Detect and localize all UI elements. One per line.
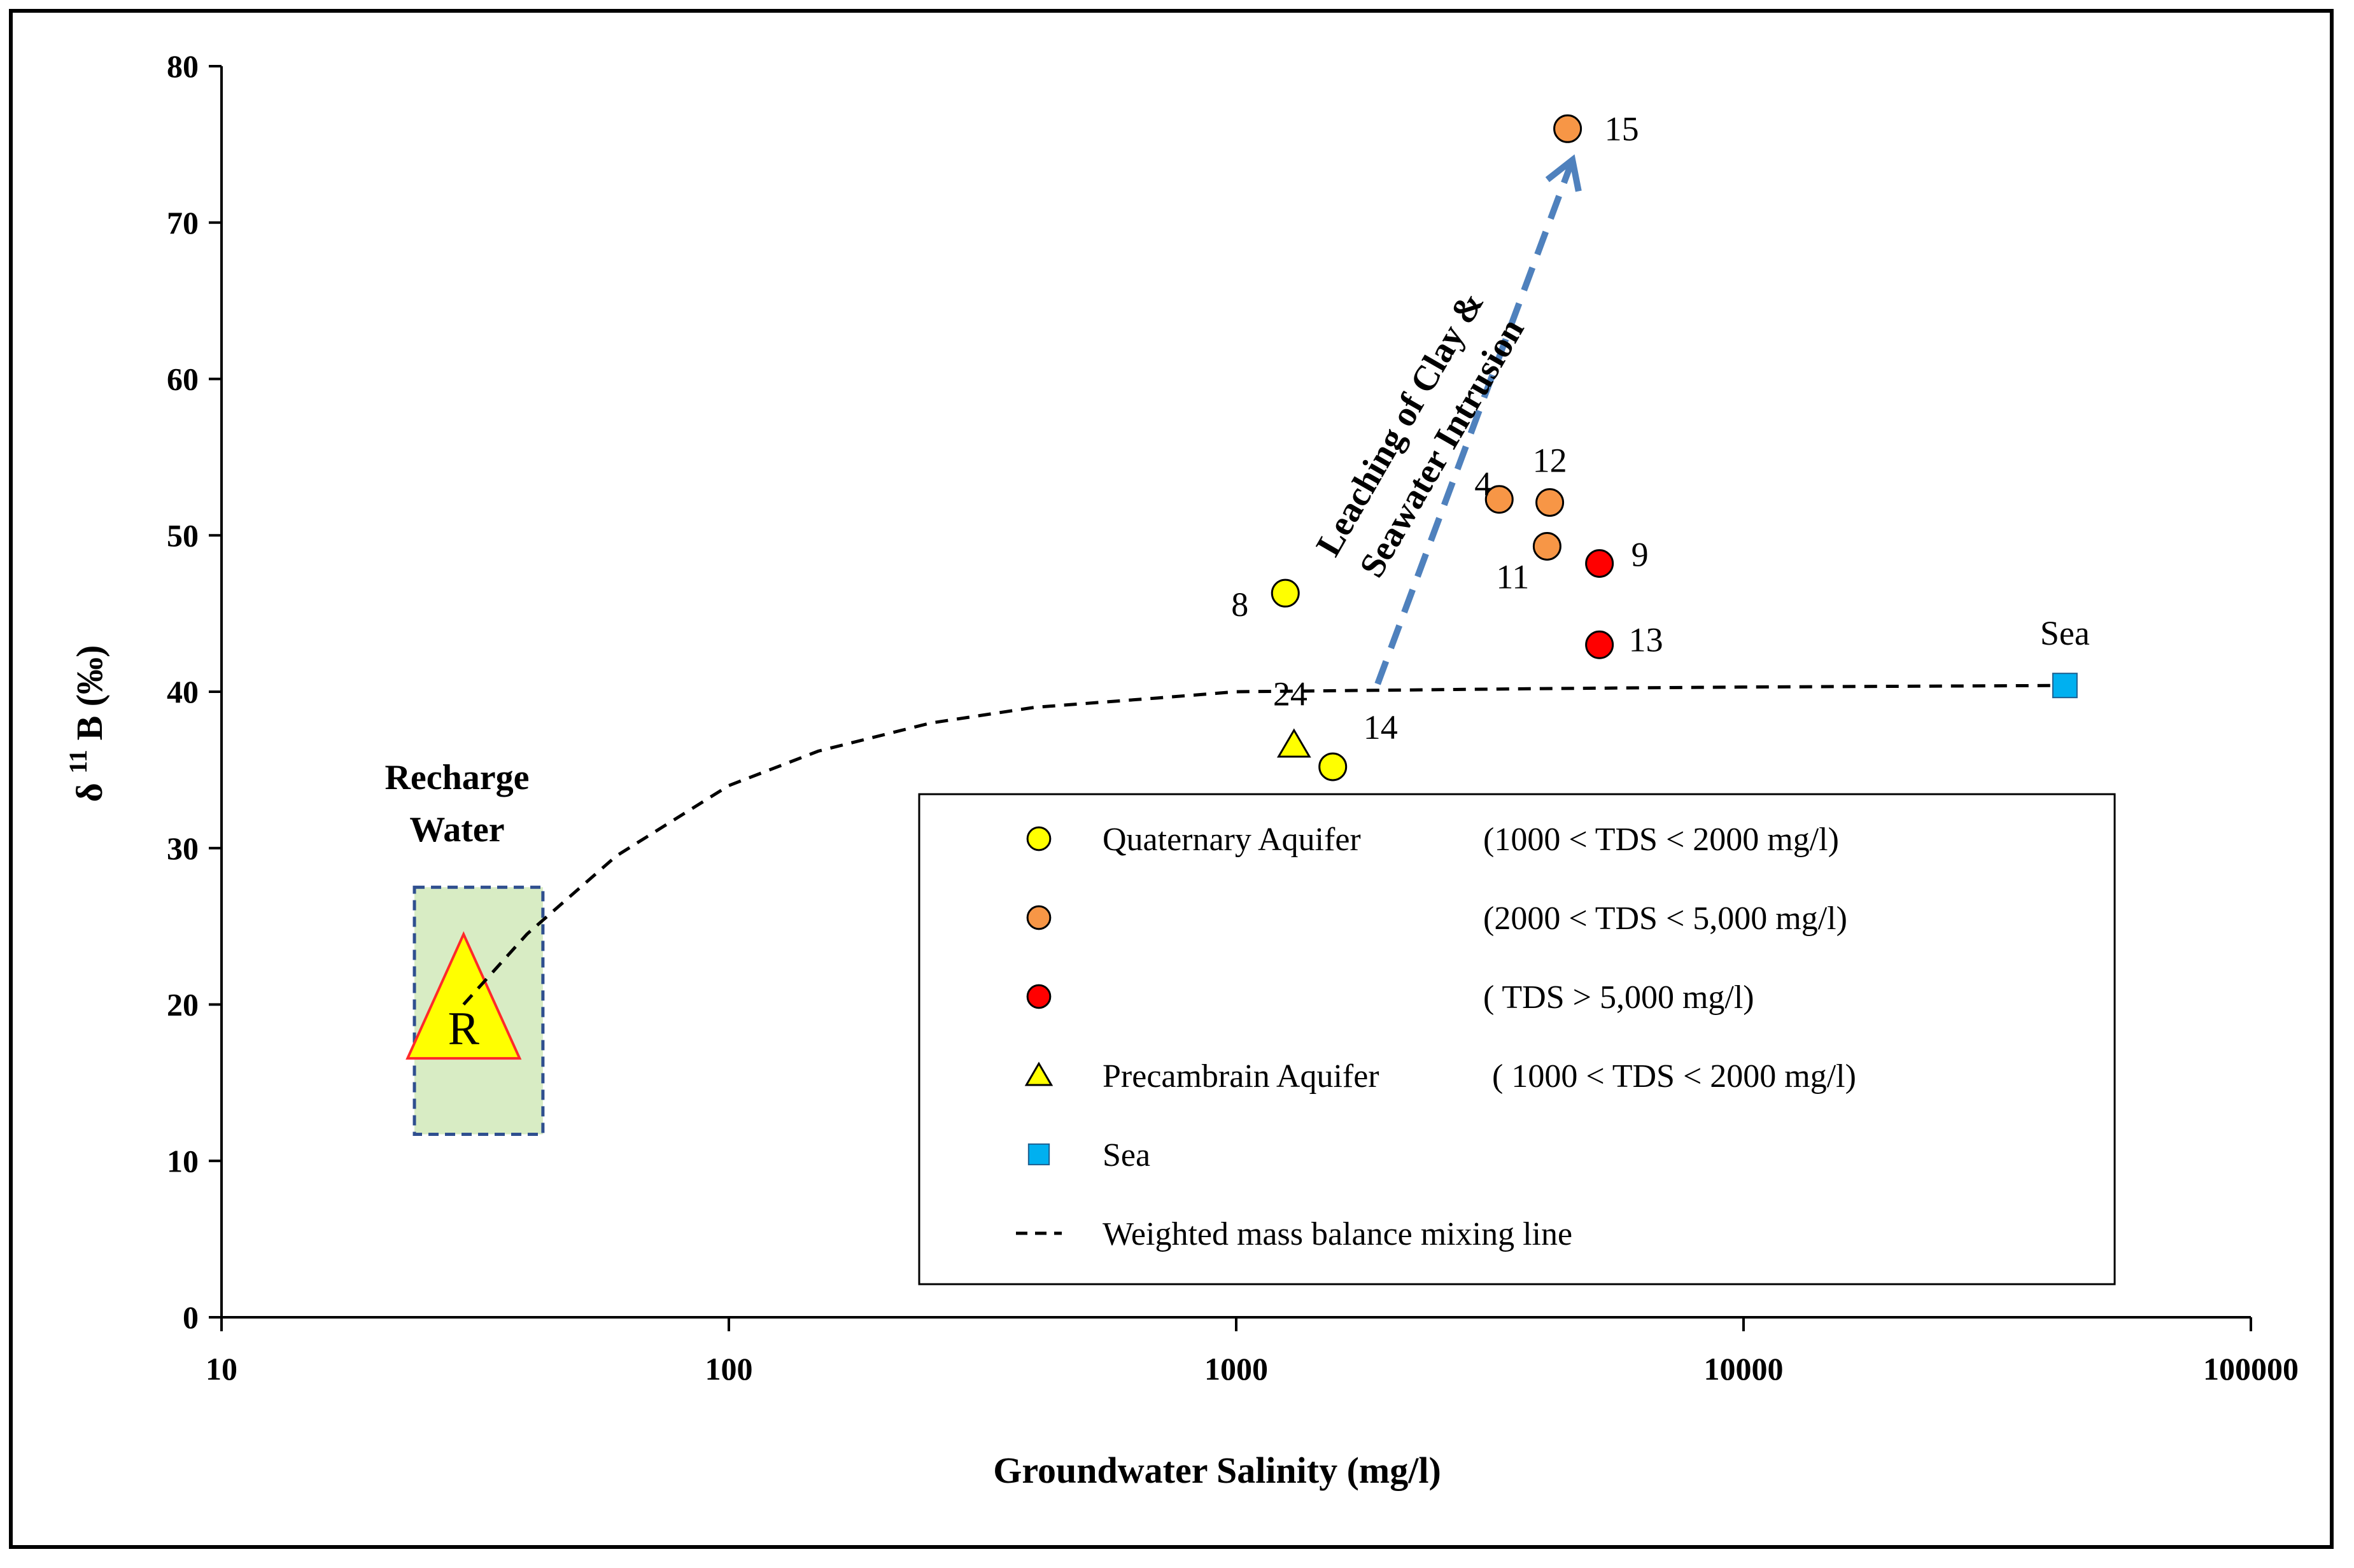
legend-label: Precambrain Aquifer: [1103, 1058, 1379, 1095]
y-axis-title-b: B: [69, 706, 110, 750]
legend-range: (1000 < TDS < 2000 mg/l): [1483, 822, 1839, 858]
legend-marker: [1026, 826, 1052, 851]
legend-range: (2000 < TDS < 5,000 mg/l): [1483, 900, 1847, 937]
data-point-9: [1585, 549, 1614, 578]
y-tick-label: 20: [167, 987, 199, 1023]
trend-arrow-label: Leaching of Clay &Seawater Intrusion: [1309, 285, 1532, 584]
data-label-24: 24: [1273, 675, 1307, 713]
trend-arrow-shaft: [1374, 158, 1575, 685]
data-label-12: 12: [1533, 442, 1567, 480]
legend-label: Quaternary Aquifer: [1103, 822, 1361, 858]
data-point-11: [1532, 531, 1561, 561]
data-point-4: [1484, 485, 1514, 514]
data-point-24: [1276, 728, 1311, 758]
data-label-4: 4: [1474, 465, 1491, 503]
y-tick-label: 60: [167, 361, 199, 397]
legend-marker: [1026, 984, 1052, 1009]
data-label-13: 13: [1629, 620, 1663, 659]
y-tick-label: 80: [167, 48, 199, 84]
data-label-15: 15: [1605, 109, 1639, 148]
data-label-9: 9: [1632, 535, 1649, 573]
data-label-8: 8: [1231, 585, 1248, 624]
data-label-14: 14: [1364, 708, 1398, 746]
y-tick-label: 0: [183, 1299, 199, 1335]
y-axis-title-delta: δ: [69, 774, 110, 802]
y-tick-label: 70: [167, 205, 199, 241]
legend-label: Weighted mass balance mixing line: [1103, 1216, 1572, 1252]
data-point-13: [1585, 630, 1614, 659]
recharge-label-line2: Water: [409, 810, 504, 850]
legend-box: [918, 793, 2116, 1285]
y-axis-title: δ 11 B (‰): [64, 645, 110, 802]
y-axis-title-unit: (‰): [69, 645, 110, 707]
legend-label: Sea: [1103, 1137, 1150, 1173]
legend-range: ( TDS > 5,000 mg/l): [1483, 979, 1754, 1016]
x-tick-label: 100000: [2203, 1351, 2299, 1387]
recharge-marker: [405, 931, 522, 1060]
mixing-line: [462, 683, 2065, 1006]
x-tick-label: 10000: [1704, 1351, 1784, 1387]
data-label-Sea: Sea: [2040, 614, 2090, 652]
y-axis-title-sup: 11: [64, 750, 92, 774]
y-tick-label: 40: [167, 674, 199, 710]
y-tick-label: 10: [167, 1143, 199, 1179]
data-point-12: [1535, 488, 1565, 517]
x-tick-label: 10: [206, 1351, 237, 1387]
legend-marker: [1027, 1143, 1050, 1166]
y-tick-label: 50: [167, 517, 199, 553]
legend-marker: [1024, 1061, 1054, 1086]
chart-frame: [9, 9, 2334, 1549]
recharge-label-line1: Recharge: [384, 758, 529, 797]
trend-arrow-head: [1545, 154, 1582, 192]
legend-marker: [1026, 905, 1052, 930]
x-tick-label: 1000: [1204, 1351, 1268, 1387]
legend-range: ( 1000 < TDS < 2000 mg/l): [1492, 1058, 1856, 1095]
data-point-14: [1318, 752, 1348, 781]
recharge-marker-letter: R: [448, 1003, 480, 1055]
x-tick-label: 100: [705, 1351, 753, 1387]
y-tick-label: 30: [167, 830, 199, 866]
data-point-15: [1553, 114, 1582, 143]
data-label-11: 11: [1496, 557, 1529, 596]
data-point-8: [1271, 578, 1300, 608]
x-axis-title: Groundwater Salinity (mg/l): [993, 1450, 1441, 1491]
data-point-Sea: [2052, 673, 2078, 699]
